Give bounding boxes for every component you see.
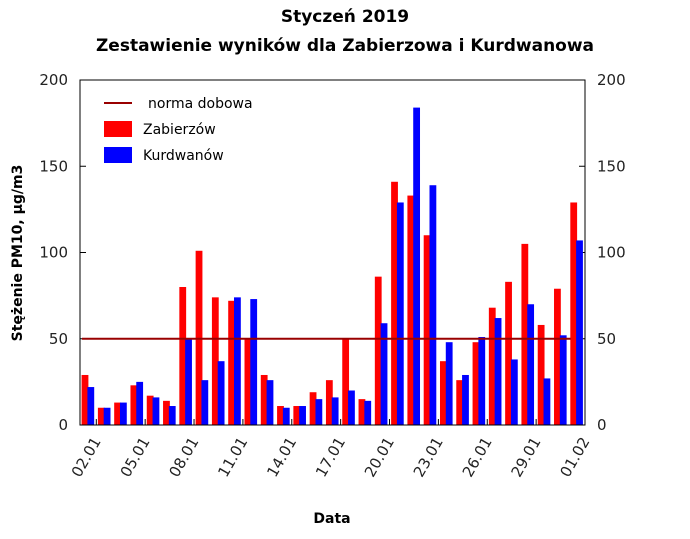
bar-kurdwanow: [429, 185, 437, 425]
bar-kurdwanow: [380, 323, 388, 425]
x-axis-label: Data: [313, 511, 350, 527]
bar-kurdwanow: [331, 397, 339, 425]
bar-zabierzow: [228, 300, 236, 425]
bar-kurdwanow: [103, 407, 111, 425]
x-tick-label: 01.02: [556, 434, 593, 480]
bar-kurdwanow: [87, 387, 95, 425]
bar-kurdwanow: [185, 338, 192, 425]
x-tick-label: 11.01: [214, 434, 251, 480]
bar-zabierzow: [423, 235, 431, 425]
bar-kurdwanow: [168, 406, 176, 425]
bar-kurdwanow: [234, 297, 241, 425]
x-tick-label: 26.01: [459, 434, 496, 480]
x-tick-label: 08.01: [165, 434, 202, 480]
bar-zabierzow: [81, 374, 89, 425]
bar-kurdwanow: [201, 380, 209, 425]
bar-kurdwanow: [136, 381, 144, 426]
bar-kurdwanow: [315, 399, 323, 426]
y-tick-label-left: 100: [39, 244, 68, 262]
bar-zabierzow: [325, 380, 333, 425]
bar-kurdwanow: [250, 299, 258, 425]
bar-zabierzow: [570, 202, 578, 425]
bar-zabierzow: [211, 297, 219, 425]
y-axis-label: Stężenie PM10, µg/m3: [10, 165, 26, 342]
bar-zabierzow: [456, 380, 464, 425]
bar-zabierzow: [114, 402, 121, 425]
bar-kurdwanow: [462, 374, 469, 425]
plot-frame: [79, 79, 586, 426]
legend: norma dobowa Zabierzów Kurdwanów: [104, 96, 253, 164]
legend-zabierzow-swatch: [104, 121, 132, 137]
y-tick-label-left: 0: [58, 416, 68, 434]
bar-zabierzow: [554, 288, 561, 425]
bar-kurdwanow: [413, 107, 421, 425]
y-tick-label-left: 50: [49, 330, 68, 348]
bar-zabierzow: [439, 361, 447, 425]
x-tick-label: 23.01: [410, 434, 447, 480]
y-tick-label-right: 150: [597, 157, 626, 175]
bar-zabierzow: [342, 338, 350, 425]
y-tick-label-right: 50: [597, 330, 616, 348]
bar-zabierzow: [391, 181, 398, 425]
bar-zabierzow: [163, 400, 170, 425]
bar-kurdwanow: [217, 361, 225, 425]
bar-kurdwanow: [266, 380, 274, 425]
bar-zabierzow: [374, 276, 382, 425]
xticks-layer: 02.01 05.01 08.01 11.01 14.01 17.01 20.01 23.01…: [68, 419, 593, 480]
bar-kurdwanow: [543, 378, 551, 425]
bar-kurdwanow: [510, 359, 518, 425]
x-tick-label: 29.01: [507, 434, 544, 480]
bar-kurdwanow: [119, 402, 127, 425]
bar-zabierzow: [260, 374, 268, 425]
bar-kurdwanow: [299, 406, 306, 425]
bar-zabierzow: [521, 243, 529, 426]
bar-kurdwanow: [152, 397, 160, 425]
bar-zabierzow: [472, 342, 480, 425]
y-tick-label-right: 0: [597, 416, 607, 434]
bar-zabierzow: [407, 195, 415, 425]
x-tick-label: 02.01: [68, 434, 105, 480]
bar-zabierzow: [244, 338, 252, 425]
x-tick-label: 17.01: [312, 434, 349, 480]
bar-zabierzow: [309, 392, 317, 425]
legend-kurdwanow-swatch: [104, 147, 132, 163]
bar-kurdwanow: [559, 335, 567, 425]
bar-zabierzow: [488, 307, 496, 425]
legend-norm-label: norma dobowa: [148, 96, 253, 112]
legend-kurdwanow-label: Kurdwanów: [143, 148, 224, 164]
x-tick-label: 20.01: [361, 434, 398, 480]
legend-zabierzow-label: Zabierzów: [143, 122, 216, 138]
bar-kurdwanow: [527, 304, 535, 425]
chart-subtitle: Zestawienie wyników dla Zabierzowa i Kur…: [96, 36, 594, 56]
bar-kurdwanow: [348, 390, 355, 425]
x-tick-label: 05.01: [117, 434, 154, 480]
bar-zabierzow: [293, 406, 301, 425]
bar-kurdwanow: [282, 407, 290, 425]
bar-zabierzow: [97, 407, 105, 425]
bar-zabierzow: [277, 406, 284, 425]
y-tick-label-right: 100: [597, 244, 626, 262]
bar-kurdwanow: [396, 202, 404, 425]
ticks-layer: 0 0 50 50 100 100 150 150 200 200: [39, 71, 625, 434]
bar-zabierzow: [358, 399, 366, 426]
y-tick-label-right: 200: [597, 71, 626, 89]
bar-kurdwanow: [364, 400, 372, 425]
bar-zabierzow: [537, 324, 545, 425]
bar-kurdwanow: [494, 318, 502, 425]
y-tick-label-left: 200: [39, 71, 68, 89]
x-tick-label: 14.01: [263, 434, 300, 480]
bar-zabierzow: [130, 385, 138, 425]
chart-title: Styczeń 2019: [281, 7, 409, 27]
bar-kurdwanow: [445, 342, 453, 425]
bar-zabierzow: [505, 281, 512, 425]
bar-zabierzow: [146, 395, 154, 425]
bar-kurdwanow: [576, 240, 583, 425]
bar-kurdwanow: [478, 337, 486, 425]
y-tick-label-left: 150: [39, 157, 68, 175]
bar-zabierzow: [179, 287, 187, 425]
